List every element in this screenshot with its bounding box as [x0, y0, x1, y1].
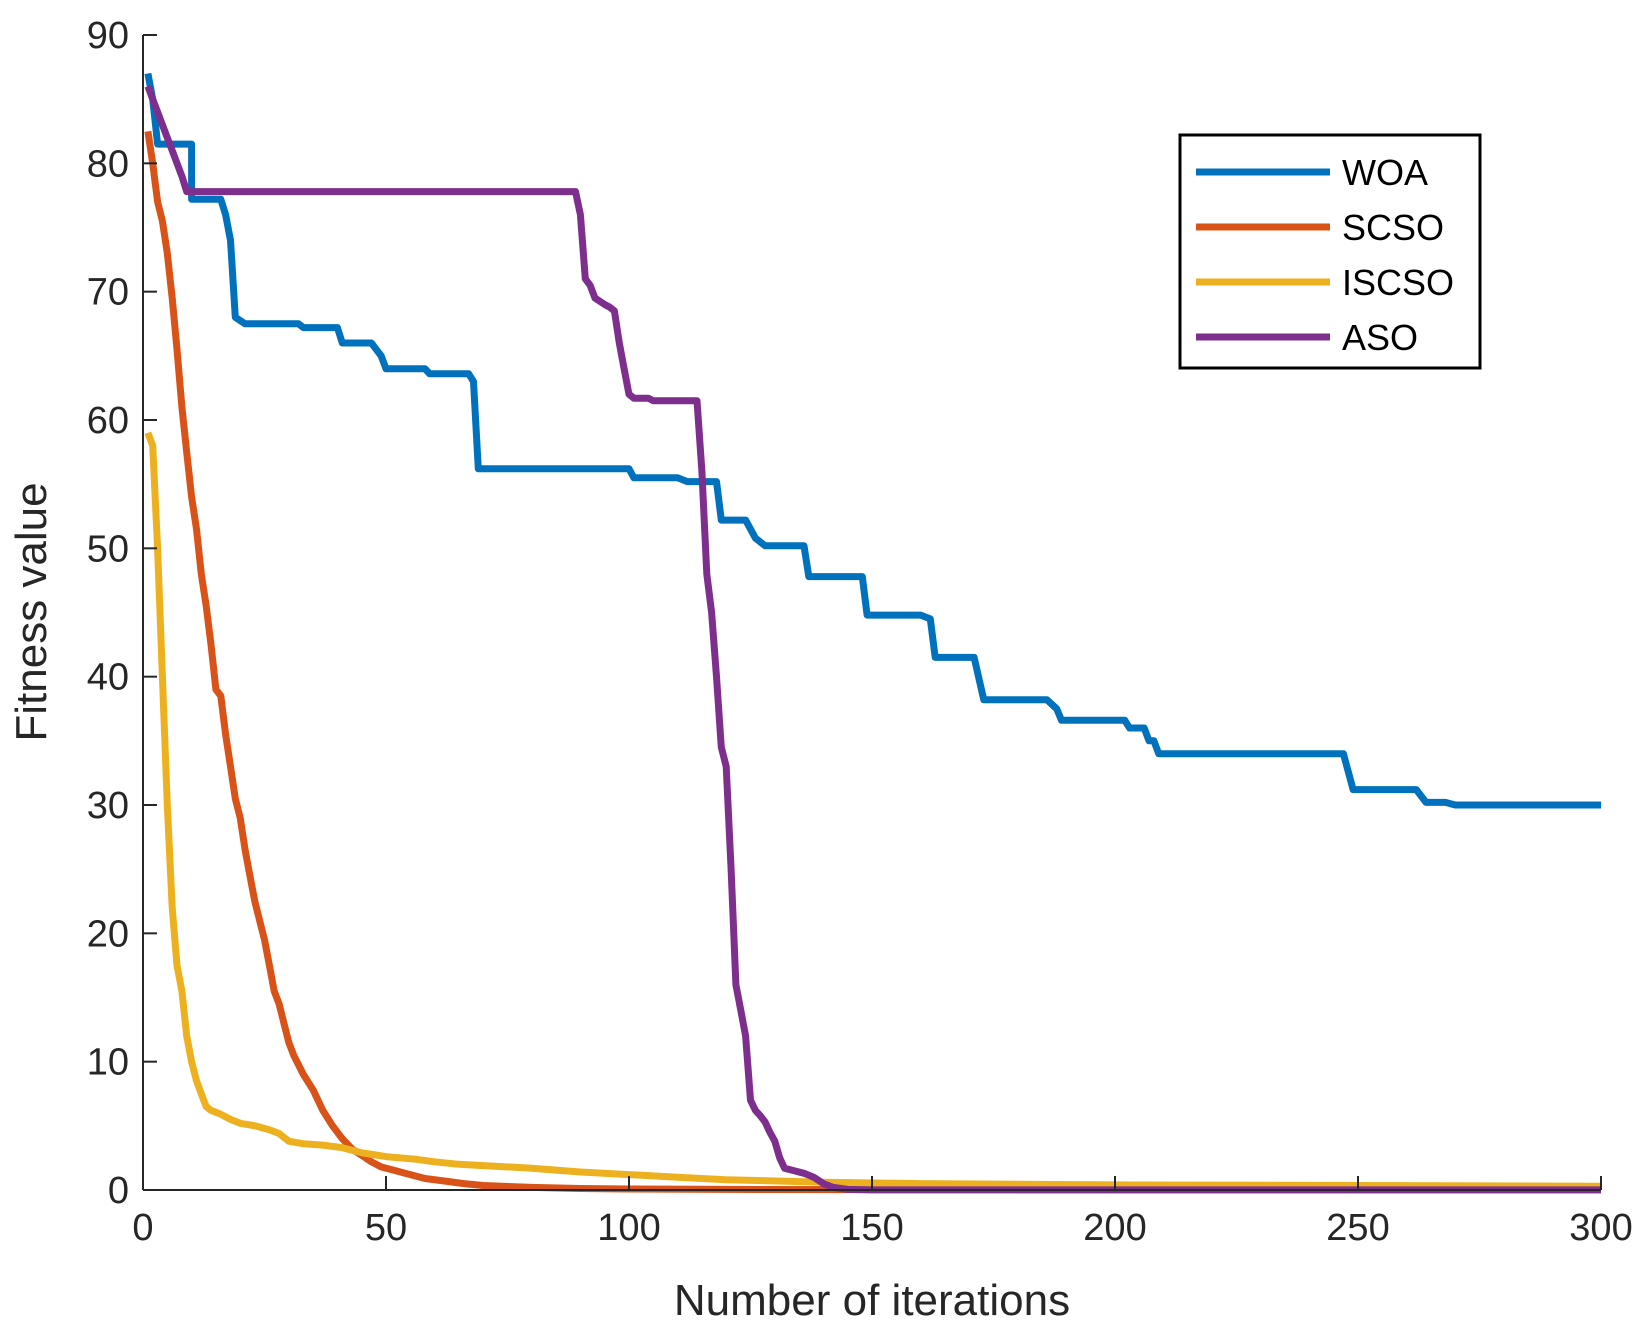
y-tick-label: 60 — [87, 400, 129, 442]
legend-label-iscso: ISCSO — [1342, 262, 1454, 303]
series-line-iscso — [144, 431, 1602, 1190]
y-axis-title: Fitness value — [7, 482, 56, 741]
legend-label-woa: WOA — [1342, 152, 1428, 193]
y-tick-label: 40 — [87, 657, 129, 699]
y-tick-label: 50 — [87, 528, 129, 570]
legend-label-scso: SCSO — [1342, 207, 1444, 248]
series-line-scso — [144, 130, 1601, 1194]
x-tick-label: 250 — [1326, 1207, 1389, 1249]
legend: WOA SCSO ISCSO ASO — [1178, 133, 1482, 370]
y-tick-label: 90 — [87, 15, 129, 57]
y-tick-label: 80 — [87, 143, 129, 185]
ticks-layer: 0 50 100 150 200 250 300 0 10 20 30 40 50 60 70 80 90 — [87, 15, 1633, 1249]
y-tick-label: 70 — [87, 272, 129, 314]
x-tick-label: 0 — [132, 1207, 153, 1249]
y-tick-label: 20 — [87, 913, 129, 955]
y-tick-label: 30 — [87, 785, 129, 827]
series-layer — [144, 72, 1602, 1194]
y-tick-label: 10 — [87, 1042, 129, 1084]
x-tick-label: 200 — [1083, 1207, 1146, 1249]
legend-label-aso: ASO — [1342, 317, 1418, 358]
x-tick-label: 50 — [365, 1207, 407, 1249]
x-axis-title: Number of iterations — [674, 1276, 1070, 1325]
x-tick-label: 150 — [840, 1207, 903, 1249]
series-line-aso — [144, 85, 1601, 1194]
x-tick-label: 300 — [1569, 1207, 1632, 1249]
y-tick-label: 0 — [108, 1170, 129, 1212]
x-tick-label: 100 — [597, 1207, 660, 1249]
series-line-woa — [144, 72, 1601, 809]
